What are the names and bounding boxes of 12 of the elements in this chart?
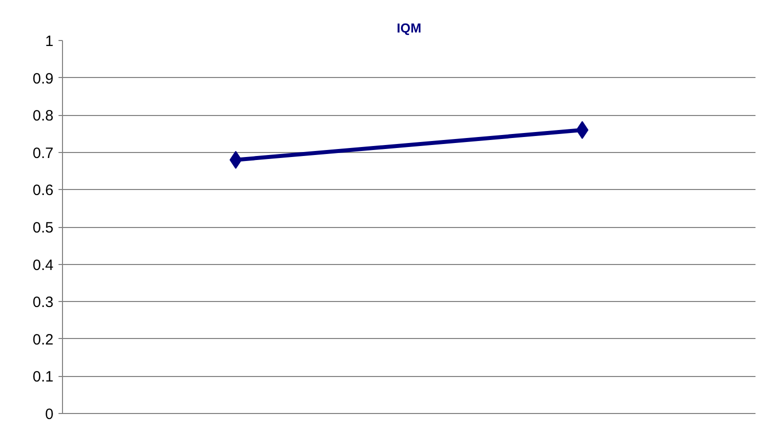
y-tick-label: 0.1	[32, 368, 54, 386]
y-tick-label: 0.5	[32, 220, 54, 236]
y-tick-label: 0.7	[32, 144, 54, 162]
chart-title: IQM	[396, 20, 422, 36]
y-tick-label: 0	[45, 406, 54, 421]
y-tick-label: 0.2	[32, 331, 54, 348]
y-tick-label: 0.4	[32, 256, 54, 274]
y-tick-label: 0.9	[32, 70, 54, 88]
y-tick-label: 0.8	[32, 108, 54, 125]
y-tick-label: 1	[45, 33, 54, 50]
y-tick-label: 0.6	[32, 182, 54, 200]
y-tick-label: 0.3	[32, 294, 54, 312]
